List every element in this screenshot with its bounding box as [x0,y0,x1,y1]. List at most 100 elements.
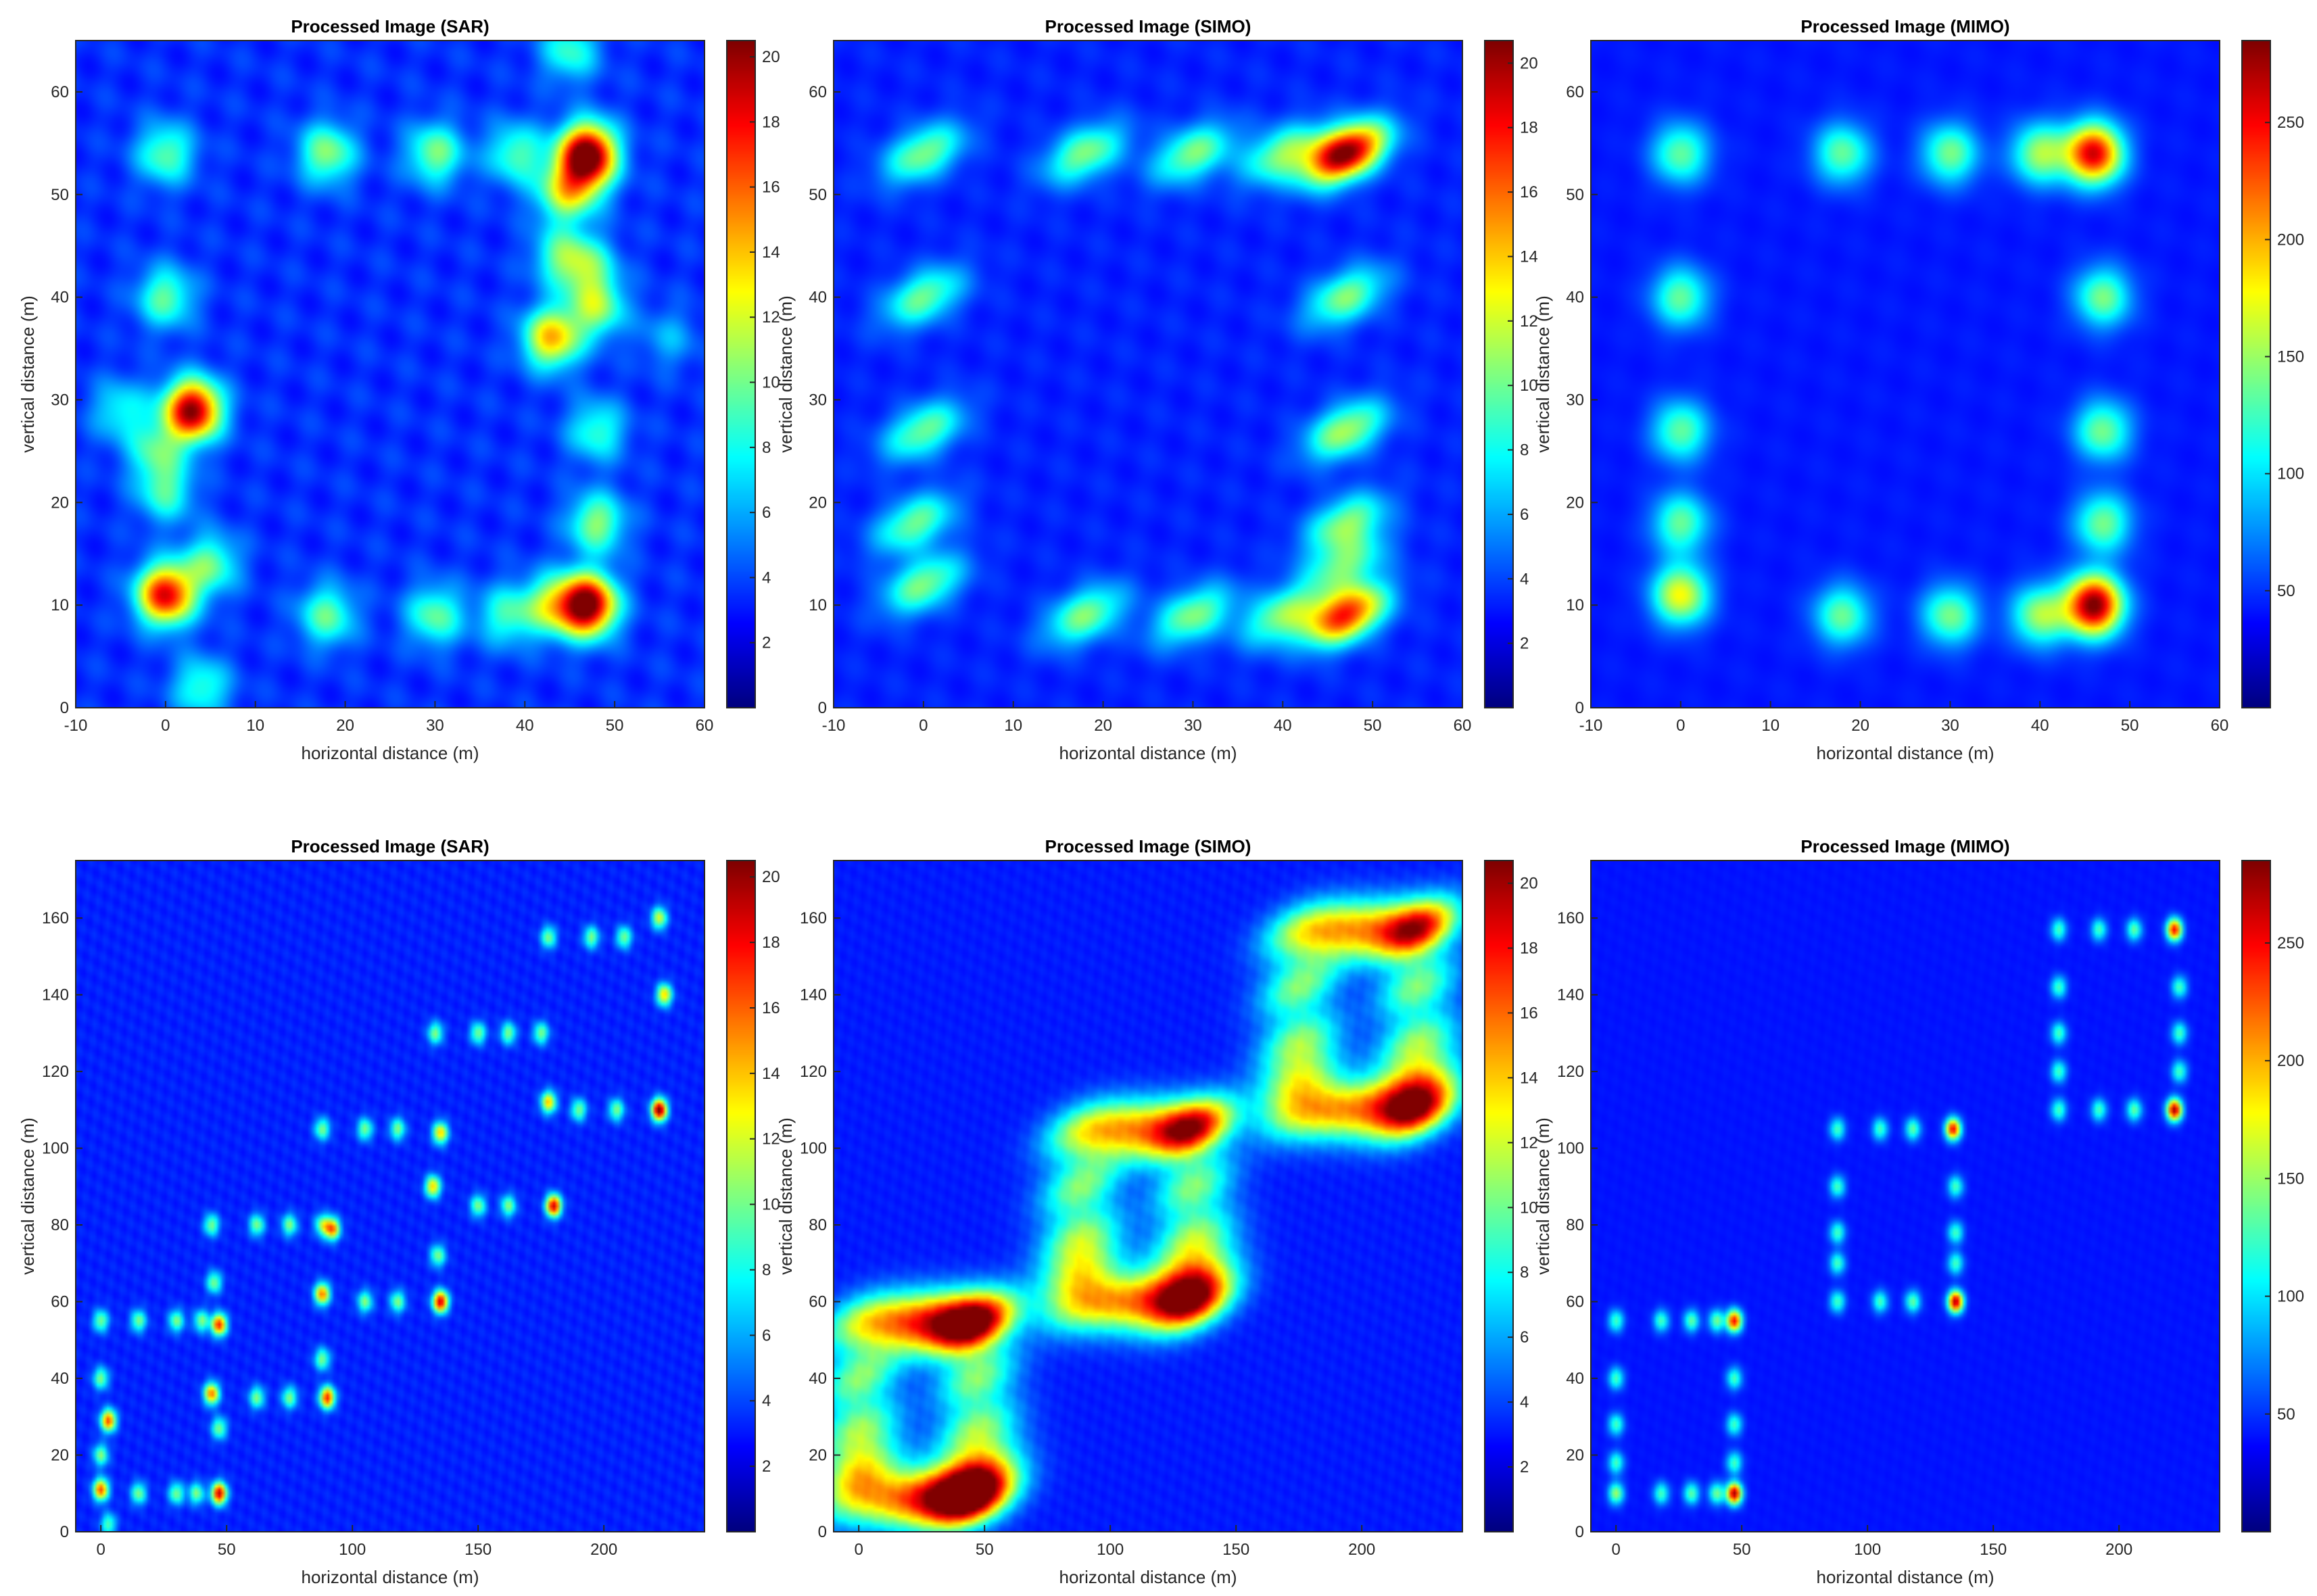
colorbar-tick-label: 18 [762,934,780,952]
colorbar-tick-label: 6 [1520,506,1529,524]
plot-title: Processed Image (SIMO) [1045,836,1251,856]
x-tick-label: 30 [426,717,444,735]
y-tick-label: 60 [51,83,69,101]
colorbar-tick-label: 6 [762,504,771,522]
y-tick-label: 60 [1566,83,1584,101]
y-tick-label: 0 [60,1523,69,1541]
colorbar-tick-label: 200 [2277,1052,2304,1070]
y-tick-label: 140 [800,986,827,1005]
colorbar [727,861,755,1532]
y-tick-label: 20 [809,493,827,512]
x-tick-label: 100 [1854,1541,1881,1559]
colorbar-tick-label: 18 [1520,940,1538,958]
y-tick-label: 60 [809,83,827,101]
plot-title: Processed Image (SAR) [291,16,489,37]
x-tick-label: 60 [696,717,714,735]
x-tick-label: 100 [1097,1541,1124,1559]
x-tick-label: 40 [516,717,534,735]
colorbar-tick-label: 4 [1520,570,1529,588]
colorbar-frame [726,860,756,1532]
x-tick-label: 0 [855,1541,863,1559]
heatmap-image [76,861,704,1532]
colorbar-tick-label: 16 [1520,183,1538,201]
y-tick-label: 20 [51,1447,69,1465]
colorbar-tick-label: 20 [1520,875,1538,893]
y-tick-label: 160 [800,909,827,927]
y-tick-label: 30 [1566,391,1584,409]
y-tick-label: 50 [1566,186,1584,204]
colorbar-tick-label: 10 [1520,1199,1538,1217]
x-tick-label: 60 [1454,717,1472,735]
colorbar-tick-label: 2 [1520,635,1529,653]
plot-title: Processed Image (SIMO) [1045,16,1251,37]
x-tick-label: -10 [1579,717,1603,735]
plot-frame [1590,40,2220,708]
x-tick-label: 40 [1274,717,1292,735]
plot-frame [833,40,1463,708]
plot-frame [75,40,705,708]
x-tick-label: -10 [822,717,846,735]
plot-frame [833,860,1463,1532]
colorbar-tick-label: 4 [762,1392,771,1410]
x-tick-label: 0 [161,717,170,735]
x-tick-label: 40 [2031,717,2049,735]
x-tick-label: 50 [1733,1541,1751,1559]
y-tick-label: 80 [809,1216,827,1234]
x-tick-label: 50 [218,1541,236,1559]
colorbar-tick-label: 20 [762,48,780,66]
colorbar-frame [726,40,756,708]
y-axis-label: vertical distance (m) [775,295,796,453]
y-axis-label: vertical distance (m) [1533,1117,1553,1275]
x-axis-label: horizontal distance (m) [1817,1567,1994,1587]
x-tick-label: 0 [1676,717,1685,735]
heatmap-image [1591,41,2220,708]
colorbar-tick-label: 100 [2277,465,2304,483]
colorbar-tick-label: 14 [762,243,780,262]
heatmap-image [834,41,1462,708]
heatmap-image [834,861,1462,1532]
subplot-1: Processed Image (SAR)-10 0 10 20 30 40 50 60010… [18,16,780,763]
heatmap-image [76,41,704,708]
colorbar-tick-label: 200 [2277,231,2304,249]
plot-title: Processed Image (SAR) [291,836,489,856]
x-tick-label: 10 [1004,717,1022,735]
colorbar [727,41,755,708]
colorbar-tick-label: 6 [762,1326,771,1345]
colorbar-tick-label: 50 [2277,1405,2295,1424]
colorbar-tick-label: 12 [1520,312,1538,331]
plot-title: Processed Image (MIMO) [1800,836,2009,856]
colorbar-tick-label: 14 [1520,1069,1538,1087]
y-tick-label: 100 [800,1140,827,1158]
colorbar-tick-label: 100 [2277,1288,2304,1306]
x-tick-label: 30 [1184,717,1202,735]
x-tick-label: 10 [246,717,264,735]
y-tick-label: 120 [800,1063,827,1081]
x-tick-label: 50 [606,717,624,735]
x-tick-label: 20 [336,717,354,735]
x-tick-label: 200 [1348,1541,1375,1559]
x-axis-label: horizontal distance (m) [1059,1567,1237,1587]
y-tick-label: 120 [42,1063,69,1081]
y-tick-label: 40 [1566,1370,1584,1388]
x-tick-label: 50 [976,1541,994,1559]
y-tick-label: 10 [51,596,69,614]
colorbar-tick-label: 250 [2277,934,2304,952]
x-tick-label: 150 [1222,1541,1249,1559]
y-tick-label: 0 [818,1523,827,1541]
plot-frame [1590,860,2220,1532]
y-tick-label: 100 [42,1140,69,1158]
plot-title: Processed Image (MIMO) [1800,16,2009,37]
y-tick-label: 30 [51,391,69,409]
colorbar-tick-label: 12 [762,308,780,327]
x-tick-label: 60 [2211,717,2229,735]
x-tick-label: 10 [1761,717,1779,735]
x-tick-label: 0 [1612,1541,1621,1559]
colorbar-tick-label: 250 [2277,114,2304,132]
colorbar-tick-label: 8 [762,1261,771,1279]
colorbar-tick-label: 12 [1520,1134,1538,1152]
plot-frame [75,860,705,1532]
subplot-6: Processed Image (MIMO) 0 50 100 150 200 0 20 40 6… [1533,836,2304,1587]
colorbar-tick-label: 18 [762,113,780,131]
y-tick-label: 40 [809,289,827,307]
colorbar [2242,861,2270,1532]
